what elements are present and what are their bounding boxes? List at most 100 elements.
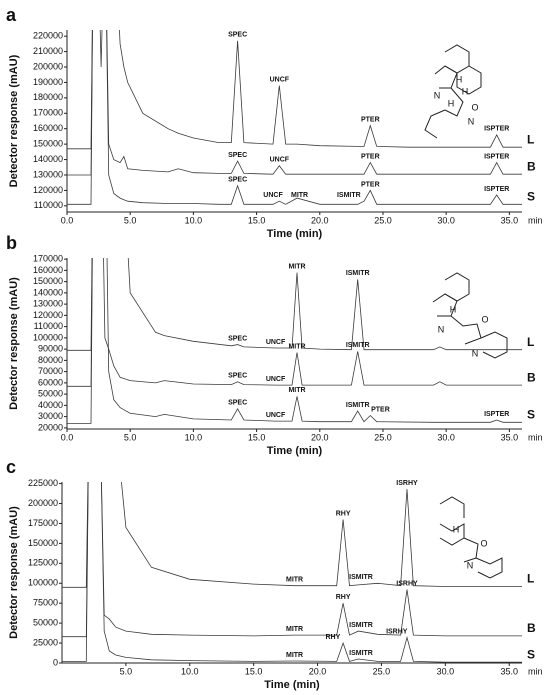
y-tick-label: 90000 bbox=[38, 344, 63, 354]
atom-label: H bbox=[453, 524, 460, 534]
y-tick-label: 50000 bbox=[33, 618, 58, 628]
atom-label: N bbox=[467, 560, 474, 570]
y-tick-label: 200000 bbox=[33, 61, 63, 71]
peak-label: SPEC bbox=[228, 335, 247, 342]
peak-label: ISRHY bbox=[396, 480, 418, 487]
x-tick-label: 0.0 bbox=[61, 215, 74, 225]
peak-label: ISMITR bbox=[346, 270, 370, 277]
y-tick-label: 210000 bbox=[33, 46, 63, 56]
atom-label: H bbox=[456, 74, 463, 84]
x-axis-title: Time (min) bbox=[267, 445, 323, 457]
x-tick-label: 15.0 bbox=[248, 432, 266, 442]
y-tick-label: 110000 bbox=[34, 200, 63, 210]
panel-label: a bbox=[6, 5, 17, 25]
y-tick-label: 100000 bbox=[28, 578, 58, 588]
panel-label: c bbox=[6, 457, 16, 477]
y-tick-label: 180000 bbox=[33, 92, 63, 102]
x-tick-label: 15.0 bbox=[245, 666, 263, 676]
x-axis-title: Time (min) bbox=[267, 228, 323, 240]
series-name: S bbox=[527, 647, 535, 661]
x-axis-title: Time (min) bbox=[264, 679, 320, 691]
y-tick-label: 150000 bbox=[33, 139, 63, 149]
y-tick-label: 50000 bbox=[38, 389, 63, 399]
structure: H O N bbox=[439, 496, 503, 579]
atom-label: H bbox=[450, 304, 457, 314]
y-axis-title: Detector response (mAU) bbox=[8, 506, 20, 639]
y-tick-label: 0 bbox=[53, 657, 58, 667]
y-tick-label: 150000 bbox=[28, 538, 58, 548]
y-tick-label: 120000 bbox=[33, 185, 63, 195]
peak-label: ISMITR bbox=[349, 650, 373, 657]
atom-label: N bbox=[472, 348, 479, 358]
x-unit: min bbox=[528, 666, 543, 676]
y-tick-label: 150000 bbox=[33, 276, 63, 286]
x-tick-label: 25.0 bbox=[373, 666, 391, 676]
x-tick-label: 20.0 bbox=[311, 432, 329, 442]
bond bbox=[475, 557, 503, 579]
trace bbox=[67, 258, 522, 424]
bond bbox=[439, 496, 465, 518]
y-tick-label: 220000 bbox=[33, 31, 63, 41]
peak-label: UNCF bbox=[263, 192, 283, 199]
peak-label: SPEC bbox=[228, 373, 247, 380]
series-name: B bbox=[527, 621, 536, 635]
series-name: L bbox=[527, 132, 534, 146]
bond bbox=[444, 272, 470, 302]
peak-label: SPEC bbox=[228, 32, 247, 39]
atom-label: H bbox=[448, 98, 455, 108]
peak-label: RHY bbox=[336, 510, 351, 517]
x-unit: min bbox=[528, 432, 543, 442]
peak-label: UNCF bbox=[270, 157, 290, 164]
series-name: L bbox=[527, 335, 534, 349]
y-tick-label: 120000 bbox=[33, 310, 63, 320]
x-tick-label: 20.0 bbox=[309, 666, 327, 676]
y-tick-label: 75000 bbox=[33, 598, 58, 608]
bond bbox=[439, 523, 465, 546]
bond bbox=[434, 65, 458, 89]
peak-label: SPEC bbox=[228, 400, 247, 407]
bond bbox=[444, 44, 470, 74]
y-tick-label: 25000 bbox=[33, 637, 58, 647]
panel: c 0 25000 50000 75000 100000 125000 150000 17500… bbox=[6, 457, 543, 691]
peak-label: PTER bbox=[361, 181, 380, 188]
bond bbox=[463, 537, 479, 563]
trace bbox=[62, 482, 522, 588]
peak-label: UNCF bbox=[266, 412, 286, 419]
x-tick-label: 35.0 bbox=[501, 215, 519, 225]
x-tick-label: 10.0 bbox=[185, 432, 203, 442]
peak-label: MITR bbox=[286, 577, 303, 584]
x-tick-label: 15.0 bbox=[248, 215, 266, 225]
bond bbox=[432, 293, 458, 317]
peak-label: ISRHY bbox=[386, 628, 408, 635]
atom-label: N bbox=[438, 324, 445, 334]
y-tick-label: 225000 bbox=[28, 478, 58, 488]
peak-label: MITR bbox=[288, 343, 305, 350]
peak-label: MITR bbox=[288, 387, 305, 394]
trace bbox=[62, 482, 522, 663]
y-tick-label: 40000 bbox=[38, 400, 63, 410]
peak-label: ISMITR bbox=[349, 574, 373, 581]
x-tick-label: 35.0 bbox=[501, 432, 519, 442]
x-tick-label: 10.0 bbox=[185, 215, 203, 225]
y-tick-label: 130000 bbox=[33, 299, 63, 309]
x-tick-label: 25.0 bbox=[374, 215, 392, 225]
peak-label: PTER bbox=[361, 153, 380, 160]
atom-label: O bbox=[471, 102, 478, 112]
peak-label: UNCF bbox=[266, 339, 286, 346]
y-tick-label: 170000 bbox=[33, 108, 63, 118]
peak-label: PTER bbox=[361, 116, 380, 123]
peak-label: PTER bbox=[371, 406, 390, 413]
x-unit: min bbox=[528, 215, 543, 225]
peak-label: UNCF bbox=[266, 376, 286, 383]
y-tick-label: 140000 bbox=[33, 154, 63, 164]
x-tick-label: 5.0 bbox=[120, 666, 133, 676]
bond bbox=[456, 65, 482, 95]
x-tick-label: 35.0 bbox=[500, 666, 518, 676]
x-tick-label: 0.0 bbox=[61, 432, 74, 442]
x-tick-label: 30.0 bbox=[437, 666, 455, 676]
y-tick-label: 20000 bbox=[38, 422, 63, 432]
atom-label: O bbox=[480, 538, 487, 548]
peak-label: RHY bbox=[336, 594, 351, 601]
peak-label: ISMITR bbox=[349, 622, 373, 629]
